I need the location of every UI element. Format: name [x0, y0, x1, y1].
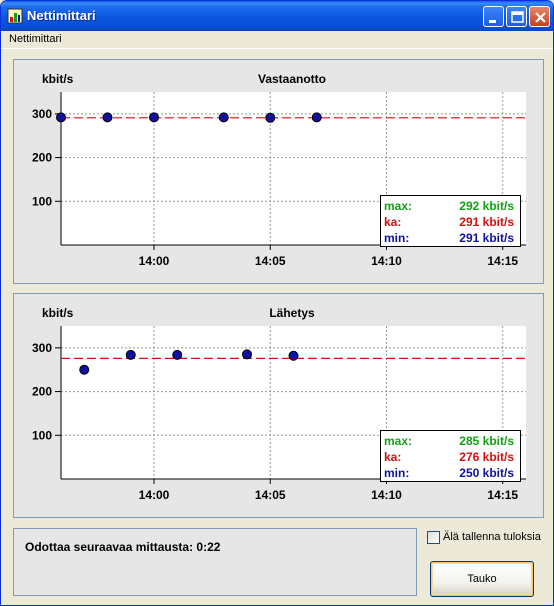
stat-max-label: max:: [384, 199, 413, 213]
x-tick-label: 14:05: [255, 488, 286, 502]
send-stat-max: max: 285 kbit/s: [384, 434, 514, 450]
x-tick-label: 14:05: [255, 254, 286, 268]
chart-ylabel: kbit/s: [42, 306, 74, 320]
pause-button[interactable]: Tauko: [430, 561, 534, 597]
send-chart: kbit/s Lähetys 100 200 300 14:00 14:05 14:10 14:…: [32, 306, 526, 502]
close-button[interactable]: [529, 6, 550, 27]
maximize-icon: [511, 11, 524, 23]
data-point: [242, 349, 252, 360]
chart-title: Lähetys: [269, 306, 315, 320]
minimize-button[interactable]: [483, 6, 504, 27]
x-tick-label: 14:15: [487, 488, 518, 502]
x-tick-label: 14:00: [139, 488, 170, 502]
y-tick-label: 100: [32, 428, 52, 442]
title-bar[interactable]: Nettimittari: [1, 1, 553, 31]
data-point: [125, 349, 136, 360]
y-tick-label: 200: [32, 151, 52, 165]
receive-stat-min: min: 291 kbit/s: [384, 231, 514, 247]
receive-chart-panel: kbit/s Vastaanotto 100 200 300 14:00 14:05 14:1…: [13, 59, 544, 284]
x-tick-label: 14:10: [371, 488, 402, 502]
dont-save-label[interactable]: Älä tallenna tuloksia: [443, 531, 541, 543]
status-message: Odottaa seuraavaa mittausta: 0:22: [25, 540, 221, 554]
y-tick-label: 300: [32, 341, 52, 355]
status-panel: Odottaa seuraavaa mittausta: 0:22: [13, 528, 417, 596]
window-title: Nettimittari: [27, 8, 96, 23]
stat-avg-label: ka:: [384, 215, 402, 229]
bar-chart-icon: [7, 8, 23, 24]
stat-min-value: 291 kbit/s: [459, 231, 514, 245]
data-point: [56, 112, 66, 123]
data-point: [79, 364, 90, 375]
x-tick-label: 14:00: [139, 254, 170, 268]
data-point: [311, 112, 322, 123]
receive-stat-max: max: 292 kbit/s: [384, 199, 514, 215]
send-chart-panel: kbit/s Lähetys 100 200 300 14:00 14:05 14:10 14:…: [13, 293, 544, 518]
data-point: [172, 349, 183, 360]
maximize-button[interactable]: [506, 6, 527, 27]
x-tick-label: 14:15: [487, 254, 518, 268]
receive-chart: kbit/s Vastaanotto 100 200 300 14:00 14:05 14:1…: [32, 72, 526, 268]
stat-avg-value: 276 kbit/s: [459, 450, 514, 464]
chart-ylabel: kbit/s: [42, 72, 74, 86]
send-stat-avg: ka: 276 kbit/s: [384, 450, 514, 466]
data-point: [288, 350, 299, 361]
close-icon: [535, 12, 546, 23]
stat-min-value: 250 kbit/s: [459, 466, 514, 480]
dont-save-option[interactable]: Älä tallenna tuloksia: [427, 530, 547, 546]
dont-save-checkbox[interactable]: [427, 531, 440, 544]
pause-button-label: Tauko: [467, 573, 497, 585]
y-tick-label: 300: [32, 107, 52, 121]
menu-item-nettimittari[interactable]: Nettimittari: [9, 33, 62, 45]
stat-avg-value: 291 kbit/s: [459, 215, 514, 229]
stat-max-value: 285 kbit/s: [459, 434, 514, 448]
stat-avg-label: ka:: [384, 450, 402, 464]
chart-title: Vastaanotto: [258, 72, 326, 86]
data-point: [102, 112, 113, 123]
receive-stat-avg: ka: 291 kbit/s: [384, 215, 514, 231]
x-tick-label: 14:10: [371, 254, 402, 268]
data-point: [265, 112, 276, 123]
stat-min-label: min:: [384, 231, 410, 245]
y-tick-label: 200: [32, 385, 52, 399]
menu-bar: Nettimittari: [1, 31, 553, 48]
stat-max-label: max:: [384, 434, 413, 448]
minimize-icon: [489, 20, 496, 23]
receive-stats-box: max: 292 kbit/s ka: 291 kbit/s min: 291 …: [380, 195, 521, 247]
stat-min-label: min:: [384, 466, 410, 480]
menu-divider: [1, 48, 553, 49]
data-point: [218, 112, 229, 123]
data-point: [149, 112, 159, 123]
y-tick-label: 100: [32, 194, 52, 208]
stat-max-value: 292 kbit/s: [459, 199, 514, 213]
send-stats-box: max: 285 kbit/s ka: 276 kbit/s min: 250 …: [380, 430, 521, 482]
send-stat-min: min: 250 kbit/s: [384, 466, 514, 482]
